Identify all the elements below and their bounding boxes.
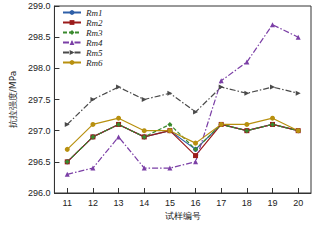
svg-text:Rm6: Rm6	[85, 58, 103, 68]
svg-text:Rm2: Rm2	[85, 18, 103, 28]
svg-text:18: 18	[242, 198, 252, 208]
svg-text:Rm3: Rm3	[85, 28, 103, 38]
svg-text:试样编号: 试样编号	[165, 211, 201, 221]
svg-text:297.5: 297.5	[28, 95, 51, 105]
svg-text:12: 12	[88, 198, 98, 208]
svg-text:296.0: 296.0	[28, 188, 51, 198]
svg-text:14: 14	[139, 198, 149, 208]
svg-text:19: 19	[268, 198, 278, 208]
svg-text:Rm5: Rm5	[85, 48, 103, 58]
svg-text:Rm4: Rm4	[85, 38, 103, 48]
svg-text:299.0: 299.0	[28, 1, 51, 11]
svg-text:298.5: 298.5	[28, 32, 51, 42]
svg-text:Rm1: Rm1	[85, 8, 103, 18]
svg-text:17: 17	[216, 198, 226, 208]
svg-text:11: 11	[63, 198, 72, 208]
svg-text:298.0: 298.0	[28, 63, 51, 73]
svg-text:15: 15	[165, 198, 175, 208]
svg-text:20: 20	[293, 198, 303, 208]
svg-text:296.5: 296.5	[28, 157, 51, 167]
svg-text:13: 13	[114, 198, 124, 208]
svg-text:抗拉强度/MPa: 抗拉强度/MPa	[8, 71, 18, 128]
svg-text:297.0: 297.0	[28, 126, 51, 136]
svg-text:16: 16	[191, 198, 201, 208]
